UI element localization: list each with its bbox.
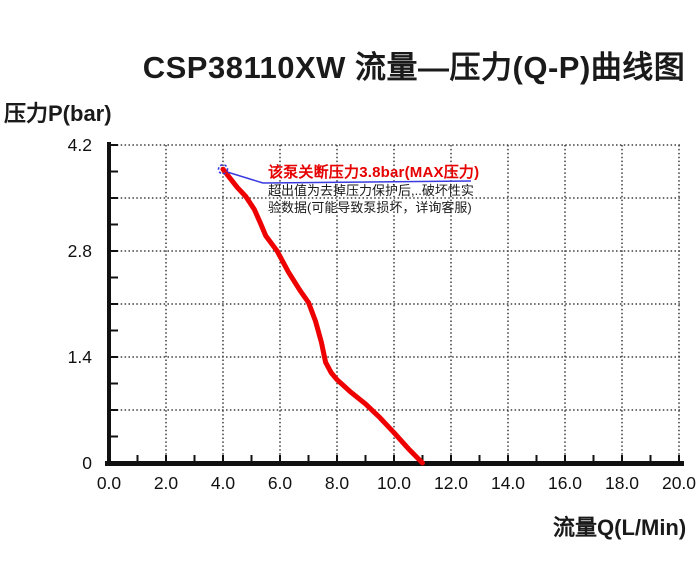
- shutoff-warning-note: 超出值为去掉压力保护后,..破坏性实 验数据(可能导致泵损坏，详询客服): [268, 183, 474, 216]
- x-axis-title: 流量Q(L/Min): [553, 515, 687, 540]
- shutoff-warning-note-line2: 验数据(可能导致泵损坏，详询客服): [268, 199, 472, 215]
- x-tick-label: 6.0: [268, 473, 293, 493]
- y-axis-title: 压力P(bar): [4, 101, 112, 126]
- y-tick-label: 1.4: [68, 347, 93, 367]
- x-tick-label: 18.0: [605, 473, 639, 493]
- x-tick-label: 10.0: [377, 473, 411, 493]
- shutoff-point-marker: [217, 163, 229, 175]
- y-tick-label: 0: [82, 453, 92, 473]
- annotation-leader-line: [227, 171, 472, 184]
- x-tick-label: 4.0: [211, 473, 236, 493]
- x-tick-label: 8.0: [325, 473, 350, 493]
- x-tick-label: 12.0: [434, 473, 468, 493]
- qp-curve: [220, 166, 425, 466]
- y-tick-label: 4.2: [68, 135, 92, 155]
- x-tick-label: 20.0: [662, 473, 696, 493]
- x-tick-label: 16.0: [548, 473, 582, 493]
- x-tick-label: 2.0: [154, 473, 179, 493]
- shutoff-warning-note-line1: 超出值为去掉压力保护后,..破坏性实: [268, 183, 474, 198]
- x-tick-label: 0.0: [97, 473, 122, 493]
- y-tick-label: 2.8: [68, 241, 92, 261]
- shutoff-pressure-annotation: 该泵关断压力3.8bar(MAX压力): [268, 164, 480, 181]
- chart-title: CSP38110XW 流量—压力(Q-P)曲线图: [142, 50, 686, 85]
- x-tick-label: 14.0: [491, 473, 525, 493]
